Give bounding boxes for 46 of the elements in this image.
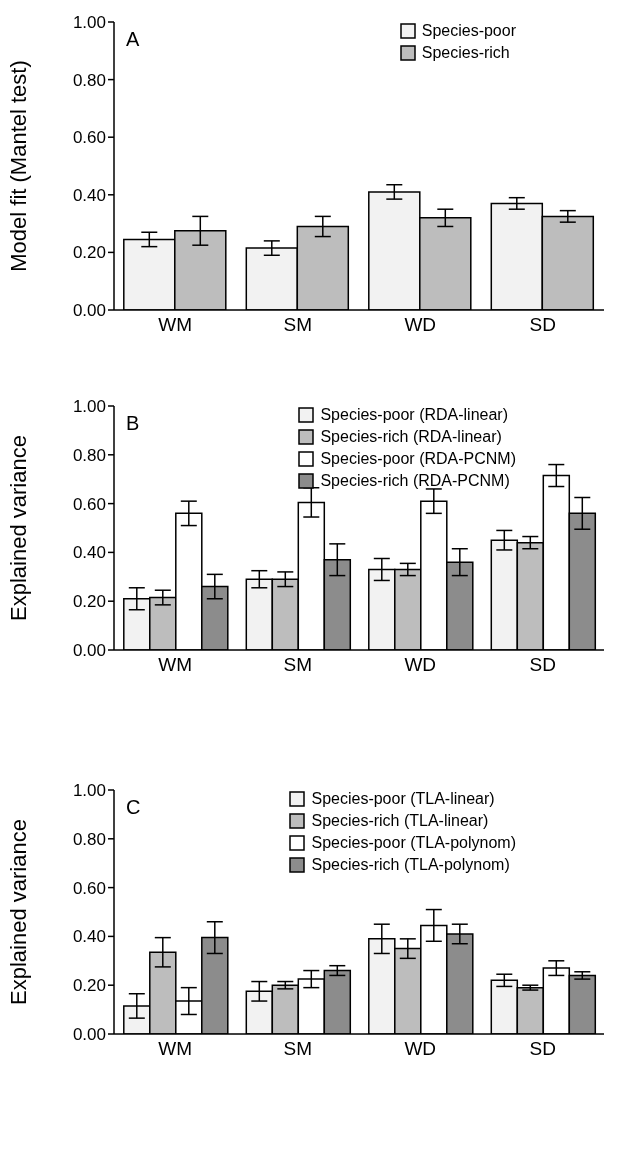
chart-title: C <box>126 796 141 819</box>
x-tick-label: SD <box>529 314 556 336</box>
y-tick-label: 0.00 <box>72 1025 106 1045</box>
y-tick-label: 0.40 <box>72 185 106 205</box>
y-axis-title: Explained variance <box>5 819 31 1005</box>
legend-label: Species-poor <box>421 21 516 41</box>
y-tick-label: 0.40 <box>72 543 106 563</box>
x-tick-label: WM <box>158 1038 193 1060</box>
chart-title: B <box>126 412 140 435</box>
x-tick-label: WM <box>158 314 193 336</box>
y-tick-label: 0.80 <box>72 829 106 849</box>
x-tick-label: SM <box>283 314 312 336</box>
x-tick-label: SD <box>529 1038 556 1060</box>
y-tick-label: 0.40 <box>72 927 106 947</box>
y-axis-title: Explained variance <box>5 435 31 621</box>
legend-label: Species-poor (TLA-polynom) <box>311 833 516 853</box>
legend-label: Species-rich <box>421 43 510 63</box>
x-tick-label: SM <box>283 654 312 676</box>
y-tick-label: 0.60 <box>72 128 106 148</box>
y-tick-label: 0.60 <box>72 878 106 898</box>
chart-title: A <box>126 28 140 51</box>
legend-label: Species-rich (RDA-PCNM) <box>320 471 510 491</box>
legend-label: Species-poor (RDA-PCNM) <box>320 449 516 469</box>
legend-label: Species-rich (RDA-linear) <box>320 427 502 447</box>
y-tick-label: 1.00 <box>72 397 106 417</box>
y-tick-label: 0.60 <box>72 494 106 514</box>
y-tick-label: 0.80 <box>72 445 106 465</box>
y-axis-title: Model fit (Mantel test) <box>5 60 31 272</box>
y-tick-label: 0.00 <box>72 641 106 661</box>
y-tick-label: 0.80 <box>72 70 106 90</box>
legend-label: Species-rich (TLA-polynom) <box>311 855 510 875</box>
x-tick-label: WD <box>404 654 437 676</box>
y-tick-label: 0.20 <box>72 243 106 263</box>
y-tick-label: 1.00 <box>72 13 106 33</box>
y-tick-label: 1.00 <box>72 781 106 801</box>
x-tick-label: WM <box>158 654 193 676</box>
x-tick-label: WD <box>404 314 437 336</box>
x-tick-label: SM <box>283 1038 312 1060</box>
y-tick-label: 0.20 <box>72 976 106 996</box>
legend-label: Species-poor (TLA-linear) <box>311 789 495 809</box>
legend-label: Species-rich (TLA-linear) <box>311 811 489 831</box>
y-tick-label: 0.00 <box>72 301 106 321</box>
legend-label: Species-poor (RDA-linear) <box>320 405 509 425</box>
x-tick-label: WD <box>404 1038 437 1060</box>
y-tick-label: 0.20 <box>72 592 106 612</box>
x-tick-label: SD <box>529 654 556 676</box>
